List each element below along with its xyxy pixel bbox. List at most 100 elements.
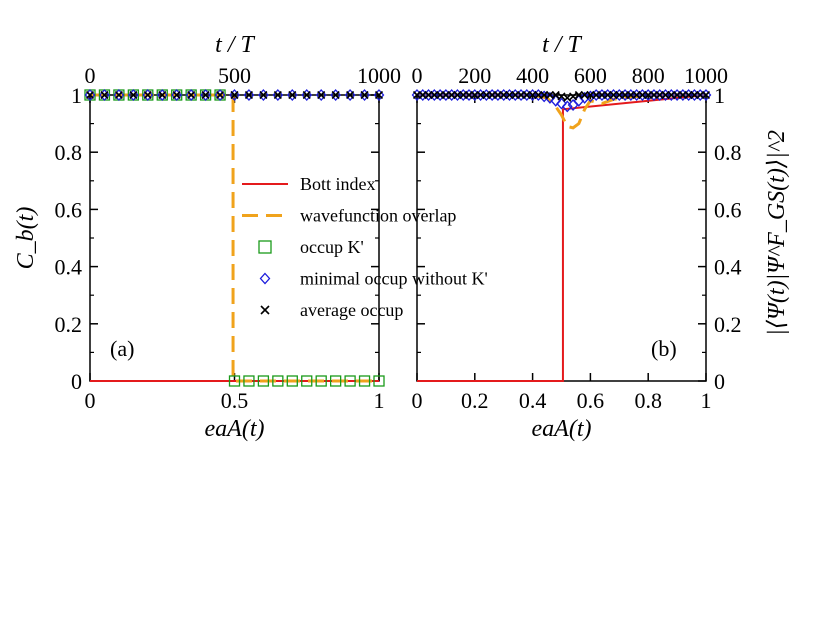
occup-k-marker: [358, 375, 371, 387]
avg-occup-marker: [273, 90, 282, 100]
avg-occup-marker: [114, 90, 123, 100]
min-occup-marker: [258, 89, 269, 101]
x-tick-label: 1: [374, 388, 385, 413]
avg-occup-marker: [551, 90, 560, 100]
legend-entry: occup K': [300, 237, 364, 257]
avg-occup-stroke: [85, 90, 95, 100]
x-tick-label: 0: [412, 388, 423, 413]
min-occup-marker: [373, 89, 385, 101]
min-occup-marker: [330, 89, 342, 101]
x-tick-label: 0.4: [519, 388, 547, 413]
avg-occup-marker: [230, 90, 239, 100]
avg-occup-stroke: [273, 90, 282, 100]
x-tick-label: 0.6: [577, 388, 605, 413]
occup-k-marker: [344, 375, 356, 387]
y-axis-title: C_b(t): [13, 207, 39, 270]
y-tick-label: 0.2: [55, 312, 83, 337]
x2-tick-label: 600: [574, 63, 607, 88]
avg-occup-marker: [215, 90, 225, 100]
min-occup-marker: [142, 89, 154, 101]
panel-label: (b): [651, 336, 677, 361]
avg-occup-stroke: [551, 90, 560, 100]
panel-b: 0 0.2 0.4 0.6 0.8 10 200 400 600 800 100000.20.40.…: [412, 32, 791, 442]
occup-k-marker: [315, 375, 327, 387]
avg-occup-marker: [201, 90, 210, 100]
occup-k-marker: [272, 375, 284, 387]
occup-k-marker: [301, 375, 313, 387]
avg-occup-marker: [244, 90, 254, 100]
min-occup-marker: [243, 89, 255, 101]
avg-occup-marker: [259, 90, 268, 100]
avg-occup-marker: [374, 90, 384, 100]
legend-entry: average occup: [300, 300, 403, 320]
min-occup-marker: [113, 89, 125, 101]
x2-tick-label: 1000: [357, 63, 401, 88]
y-tick-label: 0.8: [55, 140, 83, 165]
avg-occup-marker: [360, 90, 369, 100]
avg-occup-marker: [100, 90, 109, 100]
avg-occup-marker: [317, 90, 326, 100]
avg-occup-stroke: [346, 90, 355, 100]
min-occup-marker: [286, 89, 298, 101]
avg-occup-marker: [85, 90, 95, 100]
avg-occup-stroke: [288, 90, 297, 100]
avg-occup-stroke: [557, 92, 566, 101]
x2-tick-label: 0: [412, 63, 423, 88]
y-tick-label: 1: [714, 83, 725, 108]
min-occup-marker: [99, 89, 110, 101]
occup-k-marker: [373, 375, 385, 387]
legend-x-swatch: [260, 305, 270, 315]
x2-tick-label: 0: [85, 63, 96, 88]
avg-occup-stroke: [244, 90, 254, 100]
y-tick-label: 0.8: [714, 140, 742, 165]
min-occup-marker: [301, 89, 313, 101]
y-tick-label: 0.6: [55, 197, 83, 222]
x-tick-label: 0.5: [221, 388, 249, 413]
avg-occup-stroke: [129, 90, 138, 100]
x2-tick-label: 200: [458, 63, 491, 88]
y-tick-label: 0.4: [714, 255, 742, 280]
x-tick-label: 1: [701, 388, 712, 413]
series-line-dashed: [417, 93, 706, 130]
y-tick-label: 0: [71, 369, 82, 394]
avg-occup-marker: [568, 92, 578, 101]
avg-occup-stroke: [215, 90, 225, 100]
avg-occup-stroke: [259, 90, 268, 100]
x2-tick-label: 400: [516, 63, 549, 88]
min-occup-marker: [579, 91, 590, 104]
avg-occup-stroke: [331, 90, 340, 100]
min-occup-marker: [156, 89, 168, 101]
legend-diamond-swatch: [259, 272, 271, 285]
min-occup-marker: [185, 89, 197, 101]
panel-label: (a): [110, 336, 134, 361]
x-tick-label: 0.2: [461, 388, 489, 413]
x2-axis-title: t / T: [215, 32, 255, 58]
x-tick-label: 0.8: [634, 388, 662, 413]
y-tick-label: 1: [71, 83, 82, 108]
y-tick-label: 0.6: [714, 197, 742, 222]
x2-axis-title: t / T: [542, 32, 582, 58]
min-occup-marker: [359, 89, 370, 101]
x2-tick-label: 800: [632, 63, 665, 88]
legend: Bott index wavefunction overlap occup K' mi…: [242, 174, 488, 320]
min-occup-marker: [272, 89, 284, 101]
avg-occup-stroke: [360, 90, 369, 100]
avg-occup-marker: [302, 90, 311, 100]
avg-occup-stroke: [187, 90, 196, 100]
legend-entry: wavefunction overlap: [300, 206, 456, 226]
avg-occup-stroke: [563, 93, 572, 102]
y-tick-label: 0.2: [714, 312, 742, 337]
avg-occup-stroke: [158, 90, 167, 100]
avg-occup-marker: [187, 90, 196, 100]
avg-occup-stroke: [230, 90, 239, 100]
min-occup-marker: [315, 89, 327, 101]
avg-occup-marker: [701, 90, 711, 100]
x-tick-label: 0: [85, 388, 96, 413]
min-occup-marker: [544, 91, 556, 104]
y-tick-label: 0: [714, 369, 725, 394]
x2-tick-label: 500: [218, 63, 251, 88]
min-occup-marker: [344, 89, 356, 101]
legend-square-swatch: [258, 240, 272, 254]
